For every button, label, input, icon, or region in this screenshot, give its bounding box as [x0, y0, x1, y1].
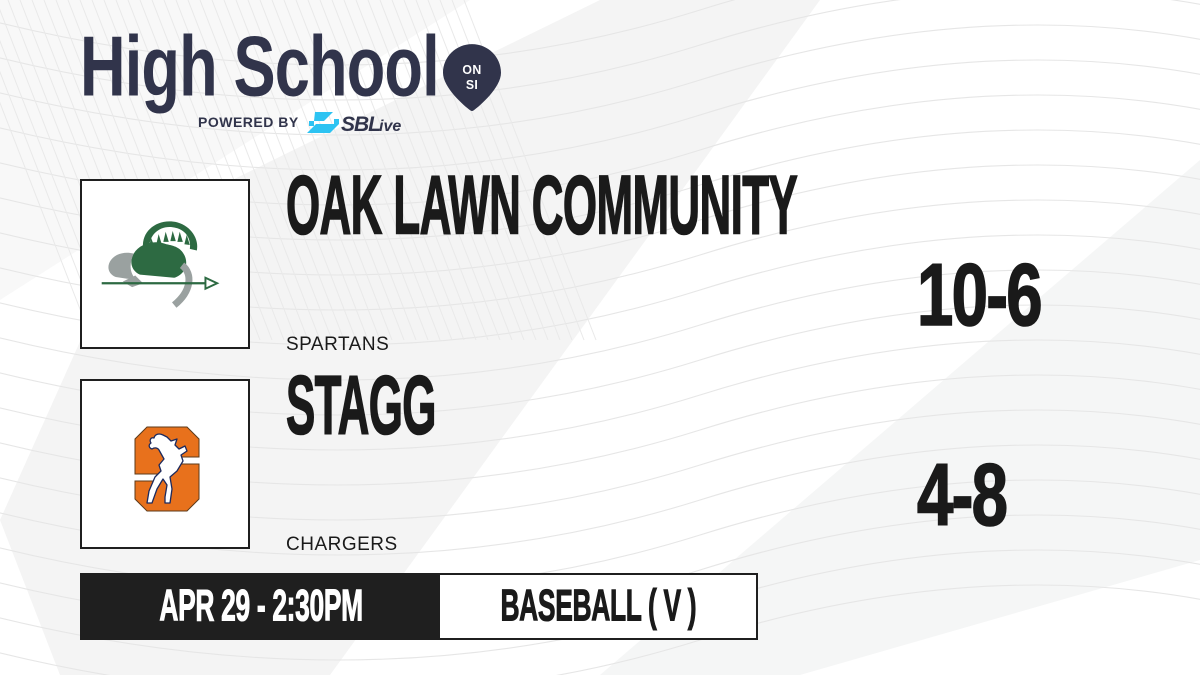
svg-text:ON: ON [462, 63, 481, 77]
svg-text:SBL: SBL [341, 113, 380, 136]
svg-text:ive: ive [379, 118, 401, 135]
svg-text:SI: SI [466, 78, 478, 92]
